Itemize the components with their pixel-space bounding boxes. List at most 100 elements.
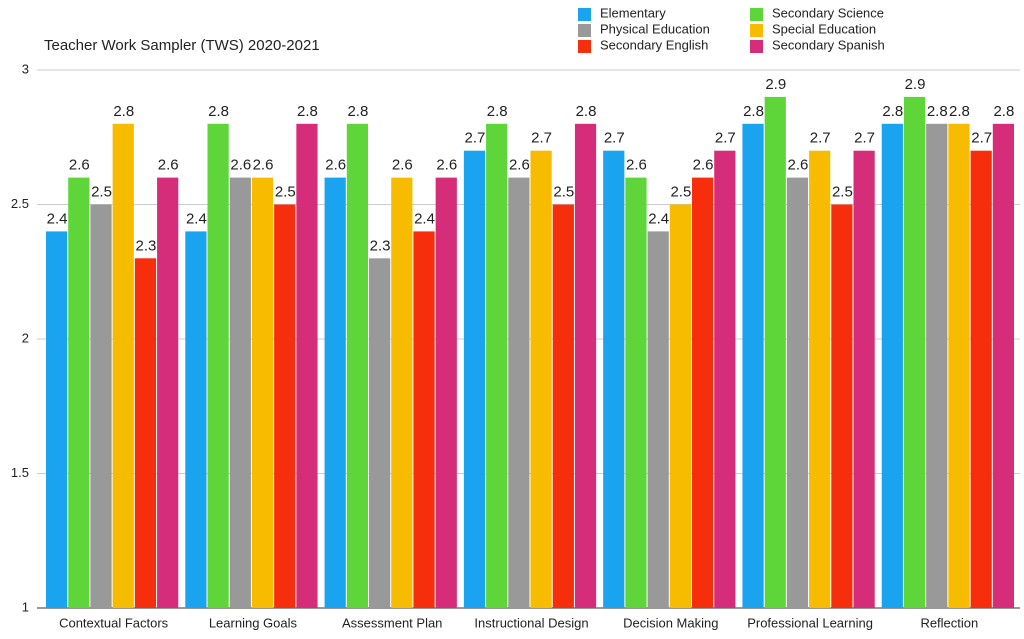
legend-swatch bbox=[750, 24, 763, 37]
data-label: 2.4 bbox=[186, 210, 207, 227]
data-label: 2.7 bbox=[604, 130, 625, 147]
bar bbox=[90, 204, 112, 608]
bar bbox=[134, 258, 157, 608]
bar bbox=[926, 123, 948, 609]
data-label: 2.7 bbox=[465, 130, 486, 147]
x-tick-label: Instructional Design bbox=[474, 615, 588, 630]
data-label: 2.8 bbox=[347, 103, 368, 120]
bar bbox=[324, 177, 346, 608]
bar bbox=[764, 96, 786, 609]
data-label: 2.8 bbox=[743, 103, 764, 120]
bar bbox=[508, 177, 530, 608]
bar bbox=[948, 123, 970, 609]
bar bbox=[669, 204, 691, 608]
bar bbox=[391, 177, 413, 608]
bar bbox=[229, 177, 251, 608]
data-label: 2.5 bbox=[670, 183, 691, 200]
bar bbox=[647, 231, 669, 608]
y-tick-label: 2 bbox=[22, 330, 29, 345]
data-label: 2.8 bbox=[208, 103, 229, 120]
data-label: 2.6 bbox=[788, 157, 809, 174]
data-label: 2.8 bbox=[882, 103, 903, 120]
bar bbox=[714, 150, 736, 608]
legend-label: Secondary English bbox=[600, 37, 708, 52]
legend-swatch bbox=[578, 24, 591, 37]
data-label: 2.6 bbox=[509, 157, 530, 174]
data-label: 2.8 bbox=[993, 103, 1014, 120]
bar bbox=[692, 177, 714, 608]
bar bbox=[809, 150, 831, 608]
data-label: 2.7 bbox=[531, 130, 552, 147]
bar bbox=[881, 123, 903, 609]
bar bbox=[742, 123, 764, 609]
data-label: 2.8 bbox=[927, 103, 948, 120]
bar bbox=[853, 150, 875, 608]
legend-swatch bbox=[750, 8, 763, 21]
bar bbox=[552, 204, 574, 608]
data-label: 2.6 bbox=[693, 157, 714, 174]
data-label: 2.8 bbox=[113, 103, 134, 120]
bar bbox=[157, 177, 179, 608]
data-label: 2.7 bbox=[810, 130, 831, 147]
data-label: 2.6 bbox=[69, 157, 90, 174]
bar bbox=[903, 96, 926, 609]
data-label: 2.6 bbox=[158, 157, 179, 174]
x-tick-label: Learning Goals bbox=[209, 615, 298, 630]
data-label: 2.4 bbox=[47, 210, 68, 227]
legend-swatch bbox=[578, 40, 591, 53]
bar bbox=[369, 258, 391, 608]
data-label: 2.6 bbox=[253, 157, 274, 174]
data-label: 2.9 bbox=[765, 76, 786, 93]
bar bbox=[486, 123, 508, 609]
bar bbox=[530, 150, 552, 608]
bar bbox=[296, 123, 318, 609]
y-tick-label: 3 bbox=[22, 61, 29, 76]
data-label: 2.6 bbox=[230, 157, 251, 174]
data-label: 2.6 bbox=[626, 157, 647, 174]
chart-title: Teacher Work Sampler (TWS) 2020-2021 bbox=[44, 37, 320, 54]
x-tick-label: Assessment Plan bbox=[342, 615, 442, 630]
data-label: 2.5 bbox=[553, 183, 574, 200]
data-label: 2.7 bbox=[715, 130, 736, 147]
bar bbox=[435, 177, 457, 608]
legend-label: Physical Education bbox=[600, 21, 710, 36]
bar bbox=[970, 150, 992, 608]
data-label: 2.6 bbox=[325, 157, 346, 174]
data-label: 2.8 bbox=[297, 103, 318, 120]
legend-label: Secondary Science bbox=[772, 5, 884, 20]
data-label: 2.6 bbox=[392, 157, 413, 174]
bar bbox=[463, 150, 486, 608]
y-tick-label: 1 bbox=[22, 599, 29, 614]
x-tick-label: Professional Learning bbox=[747, 615, 873, 630]
bar bbox=[185, 231, 207, 608]
x-tick-label: Contextual Factors bbox=[59, 615, 169, 630]
legend-label: Special Education bbox=[772, 21, 876, 36]
legend-swatch bbox=[578, 8, 591, 21]
bar bbox=[274, 204, 296, 608]
data-label: 2.5 bbox=[91, 183, 112, 200]
legend-label: Elementary bbox=[600, 5, 666, 20]
bar bbox=[992, 123, 1014, 609]
bar bbox=[413, 231, 435, 608]
y-tick-label: 1.5 bbox=[11, 465, 29, 480]
bar bbox=[112, 123, 134, 609]
bar bbox=[251, 177, 274, 608]
data-label: 2.8 bbox=[576, 103, 597, 120]
data-label: 2.5 bbox=[832, 183, 853, 200]
data-label: 2.4 bbox=[648, 210, 669, 227]
data-label: 2.7 bbox=[971, 130, 992, 147]
data-label: 2.8 bbox=[949, 103, 970, 120]
bar bbox=[831, 204, 853, 608]
data-label: 2.3 bbox=[136, 237, 157, 254]
x-tick-label: Reflection bbox=[920, 615, 978, 630]
bar bbox=[68, 177, 90, 608]
bar bbox=[346, 123, 368, 609]
data-label: 2.6 bbox=[436, 157, 457, 174]
legend-swatch bbox=[750, 40, 763, 53]
bar bbox=[46, 231, 68, 608]
bar bbox=[625, 177, 647, 608]
data-label: 2.4 bbox=[414, 210, 435, 227]
x-tick-label: Decision Making bbox=[623, 615, 718, 630]
data-label: 2.8 bbox=[487, 103, 508, 120]
